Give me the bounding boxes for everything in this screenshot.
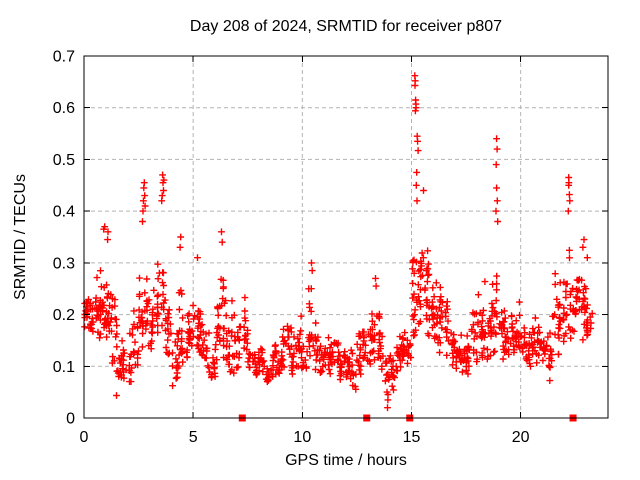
y-tick-label: 0	[66, 411, 75, 428]
x-tick-label: 15	[403, 429, 421, 446]
chart-title: Day 208 of 2024, SRMTID for receiver p80…	[189, 18, 503, 35]
x-tick-label: 5	[189, 429, 198, 446]
y-tick-label: 0.2	[53, 307, 75, 324]
y-tick-label: 0.7	[53, 49, 75, 66]
y-tick-label: 0.1	[53, 359, 75, 376]
x-axis-label: GPS time / hours	[285, 452, 407, 469]
y-tick-label: 0.4	[53, 204, 75, 221]
y-tick-label: 0.6	[53, 100, 75, 117]
y-tick-label: 0.5	[53, 152, 75, 169]
x-tick-label: 20	[512, 429, 530, 446]
y-tick-label: 0.3	[53, 255, 75, 272]
x-tick-label: 0	[80, 429, 89, 446]
x-tick-label: 10	[293, 429, 311, 446]
